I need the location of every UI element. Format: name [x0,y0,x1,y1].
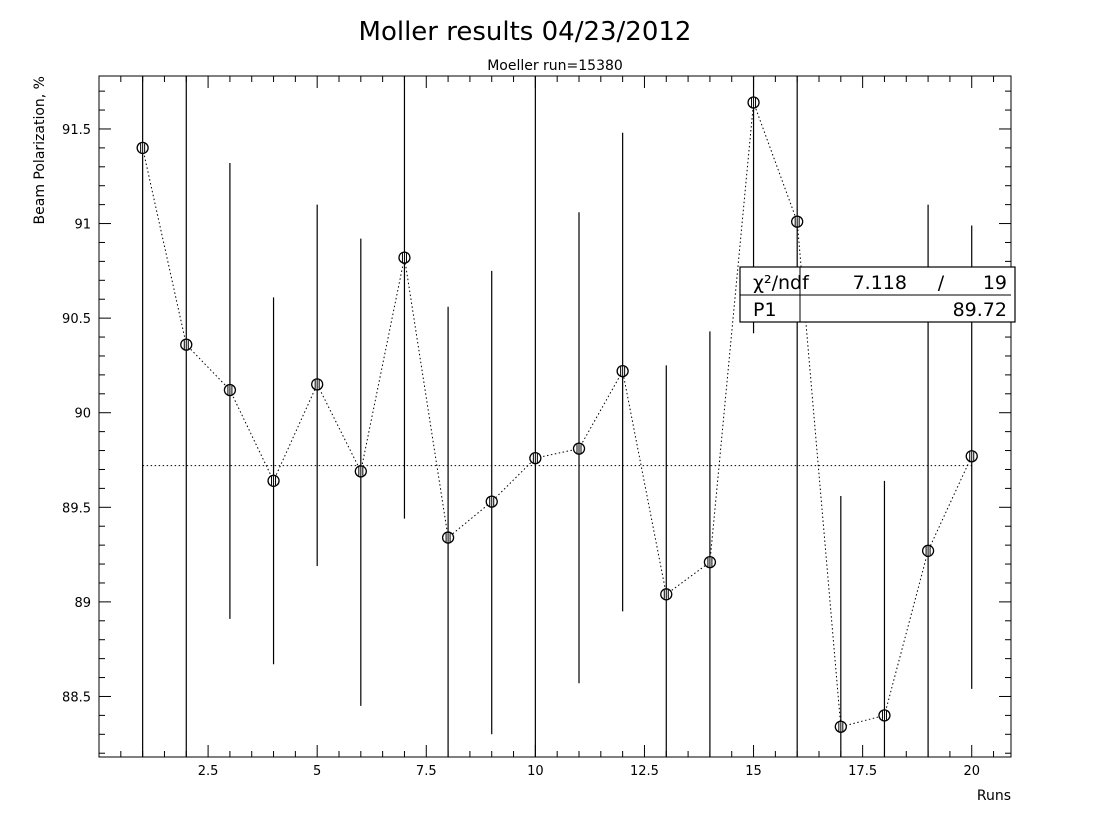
data-point [965,450,978,463]
data-point [878,709,891,722]
plot-frame [98,75,1012,758]
chart-subtitle: Moeller run=15380 [487,58,623,74]
data-point [441,531,455,544]
data-point [791,215,804,228]
data-point [834,720,847,733]
x-tick-label: 5 [313,764,321,779]
chart-title: Moller results 04/23/2012 [359,17,692,47]
y-tick-label: 88.5 [62,690,91,705]
x-tick-label: 2.5 [198,764,219,779]
data-point [747,96,760,109]
data-point [921,544,935,557]
y-tick-label: 89 [74,596,91,611]
stats-p1-value: 89.72 [953,299,1007,321]
data-point [223,383,237,397]
x-axis-label: Runs [977,788,1011,804]
data-point [572,442,586,455]
y-tick-label: 89.5 [62,501,91,516]
x-tick-label: 15 [745,764,762,779]
data-point [398,251,411,264]
stats-chi2-value: 7.118 [853,272,907,294]
stats-p1-label: P1 [753,299,777,321]
y-axis-label: Beam Polarization, % [32,76,48,224]
stats-ndf-value: 19 [983,272,1007,294]
data-point [136,141,149,155]
y-tick-label: 91.5 [62,123,91,138]
stats-chi2-separator: / [938,272,945,294]
data-point [311,378,324,391]
y-tick-label: 90.5 [62,312,91,327]
data-point [485,495,498,508]
data-point [660,588,673,601]
x-tick-label: 20 [963,764,980,779]
data-point [616,364,629,378]
data-point [267,474,280,487]
data-point [529,451,542,465]
y-tick-label: 90 [74,407,91,422]
data-point [703,556,717,569]
data-point [180,338,193,351]
x-tick-label: 17.5 [848,764,877,779]
stats-chi2-label: χ²/ndf [753,272,810,294]
fit-stats-box: χ²/ndf 7.118 / 19 P1 89.72 [739,266,1016,323]
series-connector-line [142,102,973,728]
y-tick-label: 91 [74,218,91,233]
x-tick-label: 7.5 [416,764,437,779]
x-tick-label: 12.5 [630,764,659,779]
x-tick-label: 10 [527,764,544,779]
data-point [354,465,367,478]
